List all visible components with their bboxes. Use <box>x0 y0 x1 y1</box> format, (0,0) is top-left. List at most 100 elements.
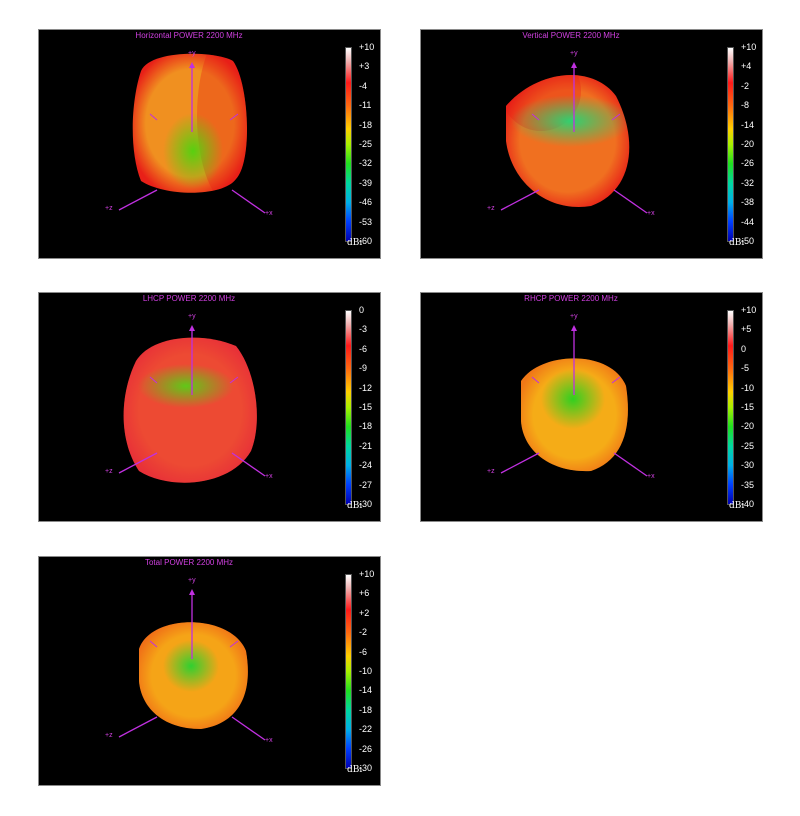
colorbar-tick-label: -38 <box>741 197 755 208</box>
colorbar-tick-label: -24 <box>359 460 373 471</box>
colorbar-tick-label: 0 <box>359 305 365 315</box>
z-axis <box>118 716 158 738</box>
colorbar-tick-label: -2 <box>741 80 750 91</box>
colorbar-tick-label: +2 <box>359 607 370 618</box>
colorbar-tick-label: -44 <box>741 216 755 227</box>
x-axis <box>231 452 266 477</box>
colorbar-tick-label: +10 <box>741 42 757 52</box>
colorbar-tick-label: -32 <box>741 177 755 188</box>
axis-label: +z <box>487 468 495 475</box>
colorbar-tick-label: -14 <box>741 119 755 130</box>
colorbar-tick-label: -10 <box>741 382 755 393</box>
axis-label: +y <box>188 50 196 57</box>
colorbar-tick-label: -30 <box>359 499 373 509</box>
colorbar <box>345 574 352 769</box>
x-axis <box>613 189 648 214</box>
panel-title: Total POWER 2200 MHz <box>144 558 234 567</box>
colorbar <box>345 47 352 242</box>
radiation-pattern <box>118 325 266 483</box>
radiation-pattern <box>118 53 266 214</box>
pattern-null-region <box>138 364 234 408</box>
colorbar-tick-label: -15 <box>359 402 373 412</box>
colorbar-tick-label: -4 <box>359 80 368 91</box>
colorbar-tick-label: +4 <box>741 61 752 72</box>
pattern-null-region <box>163 640 219 692</box>
colorbar-tick-label: -30 <box>741 460 755 471</box>
pattern-null-region <box>511 95 630 147</box>
colorbar-tick-label: -12 <box>359 382 373 393</box>
axis-label: +y <box>188 577 196 584</box>
colorbar-tick-label: -9 <box>359 363 368 374</box>
colorbar-tick-label: +10 <box>359 569 375 579</box>
axis-label: +z <box>105 205 113 212</box>
lhcp-power-panel: LHCP POWER 2200 MHz 0 -3 -6 -9 -12 -15 -18 -21 -… <box>38 292 381 522</box>
colorbar-tick-label: -10 <box>359 666 373 676</box>
colorbar-tick-label: -60 <box>359 236 373 246</box>
axis-label: +x <box>265 210 273 217</box>
colorbar-tick-label: -32 <box>359 158 373 169</box>
colorbar-tick-label: -39 <box>359 177 373 188</box>
colorbar-tick-label: -27 <box>359 479 373 490</box>
vertical-power-panel: Vertical POWER 2200 MHz +10 +4 -2 -8 -14 -20 -… <box>420 29 763 259</box>
colorbar <box>727 310 734 505</box>
z-axis <box>500 452 540 474</box>
colorbar-unit-label: dBi <box>347 765 363 775</box>
colorbar-tick-label: -15 <box>741 402 755 412</box>
colorbar-tick-label: -50 <box>741 236 755 246</box>
colorbar-tick-label: -20 <box>741 421 755 432</box>
colorbar-tick-label: -25 <box>741 440 755 451</box>
colorbar-tick-label: +3 <box>359 61 370 72</box>
axis-label: +z <box>105 732 113 739</box>
colorbar-tick-label: -11 <box>359 100 372 111</box>
z-axis <box>118 452 158 474</box>
axis-label: +z <box>105 468 113 475</box>
axis-label: +y <box>570 50 578 57</box>
panel-title: Horizontal POWER 2200 MHz <box>135 31 243 40</box>
axis-label: +x <box>265 473 273 480</box>
colorbar-unit-label: dBi <box>347 238 363 248</box>
pattern-null-region <box>163 113 223 189</box>
colorbar-tick-label: -18 <box>359 119 373 130</box>
colorbar-tick-label: 0 <box>741 343 747 354</box>
horizontal-power-panel: Horizontal POWER 2200 MHz +10 +3 -4 -11 -18 -… <box>38 29 381 259</box>
colorbar-tick-label: -2 <box>359 627 368 638</box>
z-axis <box>500 189 540 211</box>
colorbar-tick-label: +5 <box>741 324 752 335</box>
colorbar-tick-label: -18 <box>359 704 373 715</box>
axis-label: +z <box>487 205 495 212</box>
colorbar <box>345 310 352 505</box>
colorbar-tick-label: -22 <box>359 724 373 735</box>
colorbar-tick-label: -5 <box>741 363 750 374</box>
colorbar-tick-label: -46 <box>359 197 373 208</box>
colorbar-tick-label: -35 <box>741 479 755 490</box>
colorbar <box>727 47 734 242</box>
colorbar-tick-label: -14 <box>359 685 373 696</box>
axis-label: +x <box>647 210 655 217</box>
x-axis <box>231 716 266 741</box>
colorbar-tick-label: -26 <box>359 743 373 754</box>
z-axis <box>118 189 158 211</box>
colorbar-tick-label: -30 <box>359 763 373 773</box>
colorbar-tick-label: -21 <box>359 440 373 451</box>
radiation-pattern <box>500 62 648 214</box>
axis-label: +y <box>570 313 578 320</box>
panel-title: LHCP POWER 2200 MHz <box>142 294 236 303</box>
radiation-pattern <box>500 325 648 477</box>
axis-label: +y <box>188 313 196 320</box>
radiation-pattern <box>118 589 266 741</box>
total-power-panel: Total POWER 2200 MHz +10 +6 +2 -2 -6 -10 -14 -1… <box>38 556 381 786</box>
x-axis <box>613 452 648 477</box>
colorbar-tick-label: -6 <box>359 646 368 657</box>
colorbar-tick-label: -40 <box>741 499 755 509</box>
colorbar-tick-label: -3 <box>359 324 368 335</box>
colorbar-tick-label: +10 <box>359 42 375 52</box>
colorbar-tick-label: +10 <box>741 305 757 315</box>
colorbar-tick-label: -6 <box>359 343 368 354</box>
colorbar-unit-label: dBi <box>729 238 745 248</box>
panel-title: Vertical POWER 2200 MHz <box>522 31 620 40</box>
colorbar-tick-label: -20 <box>741 139 755 149</box>
colorbar-tick-label: -18 <box>359 421 373 432</box>
panel-title: RHCP POWER 2200 MHz <box>524 294 618 303</box>
colorbar-tick-label: -25 <box>359 139 373 149</box>
axis-label: +x <box>265 737 273 744</box>
